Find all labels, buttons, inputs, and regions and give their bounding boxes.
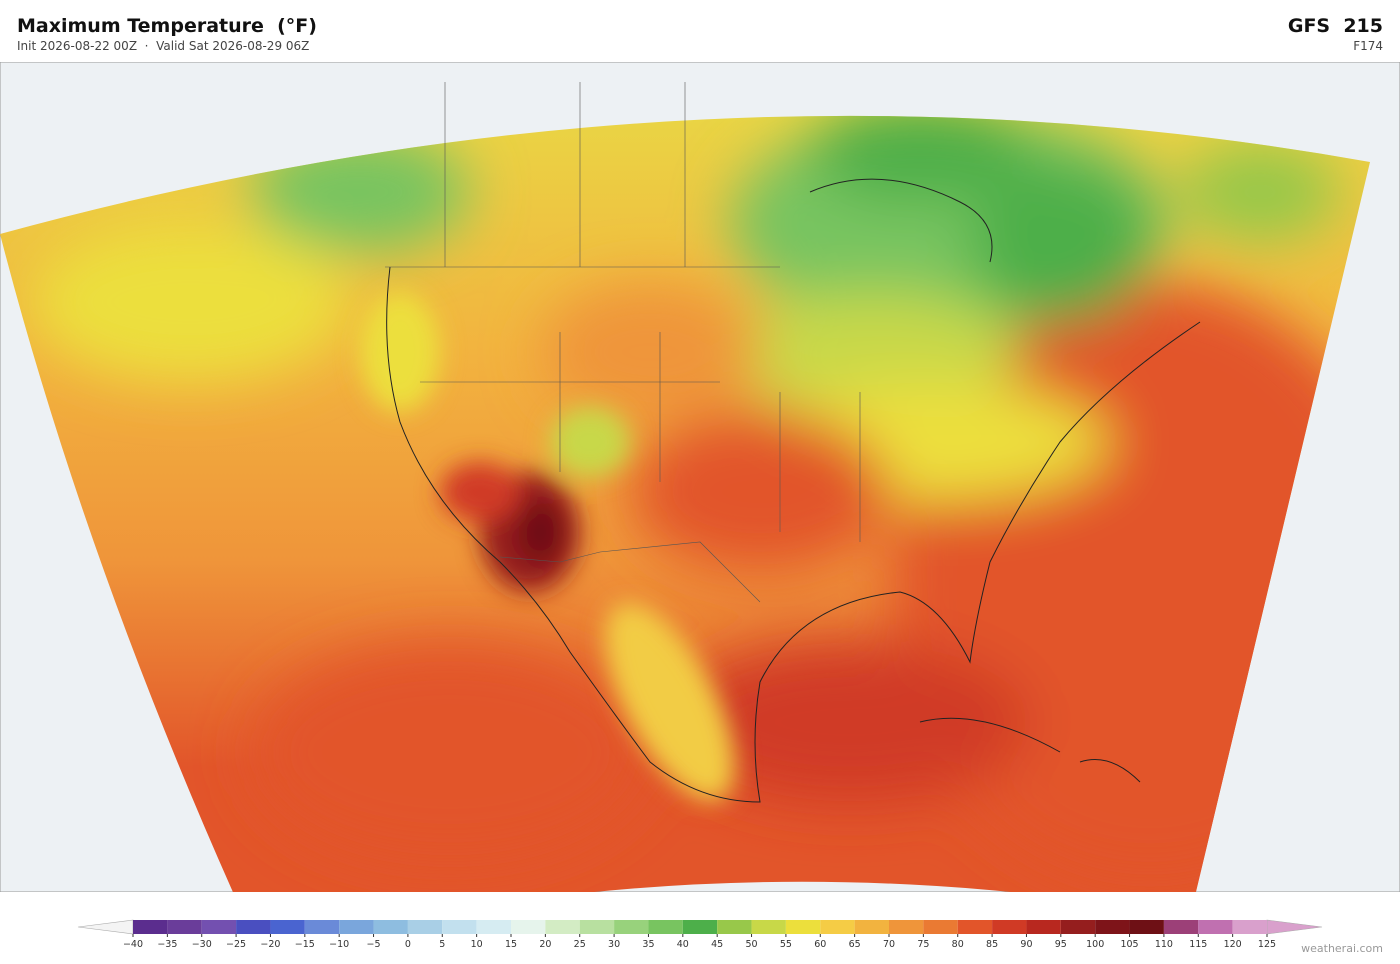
borders bbox=[385, 82, 861, 603]
colorbar-tick-label: 5 bbox=[439, 939, 445, 950]
colorbar-box bbox=[717, 920, 752, 934]
colorbar-under bbox=[77, 919, 134, 935]
colorbar-over bbox=[1266, 919, 1323, 935]
colorbar-box bbox=[373, 920, 408, 934]
colorbar-tick-label: −35 bbox=[157, 939, 177, 950]
colorbar-box bbox=[1232, 920, 1267, 934]
colorbar-box bbox=[889, 920, 924, 934]
colorbar-tick-label: 25 bbox=[574, 939, 586, 950]
title: Maximum Temperature (°F) bbox=[17, 15, 317, 37]
colorbar-box bbox=[1026, 920, 1061, 934]
colorbar-box bbox=[545, 920, 580, 934]
colorbar-tick-label: 50 bbox=[745, 939, 757, 950]
colorbar-box bbox=[957, 920, 993, 934]
colorbar-tick-label: 120 bbox=[1224, 939, 1242, 950]
colorbar-box bbox=[992, 920, 1027, 934]
colorbar-box bbox=[1198, 920, 1233, 934]
colorbar-tick-label: −30 bbox=[192, 939, 212, 950]
colorbar-box bbox=[270, 920, 305, 934]
colorbar-tick-label: 100 bbox=[1086, 939, 1104, 950]
model-label: GFS 215 bbox=[1287, 15, 1383, 37]
forecast-hour: F174 bbox=[1353, 39, 1383, 53]
colorbar-tick-label: −20 bbox=[260, 939, 280, 950]
temperature-field bbox=[0, 115, 1370, 892]
colorbar-box bbox=[854, 920, 889, 934]
colorbar-box bbox=[682, 920, 718, 934]
colorbar-tick-label: 30 bbox=[608, 939, 620, 950]
colorbar-box bbox=[407, 920, 443, 934]
colorbar-tick-label: 125 bbox=[1258, 939, 1276, 950]
colorbar-box bbox=[201, 920, 237, 934]
colorbar-tick-label: 35 bbox=[642, 939, 654, 950]
colorbar-tick-label: 70 bbox=[883, 939, 895, 950]
colorbar-tick-label: 15 bbox=[505, 939, 517, 950]
colorbar-tick-label: 55 bbox=[780, 939, 792, 950]
colorbar-tick-label: 40 bbox=[677, 939, 689, 950]
colorbar-tick-label: 90 bbox=[1020, 939, 1032, 950]
colorbar-tick-label: −40 bbox=[123, 939, 143, 950]
colorbar-tick-label: 60 bbox=[814, 939, 826, 950]
colorbar-tick-label: −15 bbox=[295, 939, 315, 950]
colorbar-box bbox=[1060, 920, 1096, 934]
colorbar-tick-label: 80 bbox=[952, 939, 964, 950]
colorbar-tick-label: 0 bbox=[405, 939, 411, 950]
colorbar-tick-label: 110 bbox=[1155, 939, 1173, 950]
colorbar-box bbox=[1163, 920, 1199, 934]
colorbar-tick-label: 105 bbox=[1120, 939, 1138, 950]
colorbar-box bbox=[923, 920, 958, 934]
colorbar-box bbox=[476, 920, 511, 934]
colorbar-box bbox=[785, 920, 821, 934]
colorbar-box bbox=[1095, 920, 1130, 934]
colorbar-box bbox=[751, 920, 786, 934]
colorbar-tick-label: 10 bbox=[471, 939, 483, 950]
colorbar-tick-label: 75 bbox=[917, 939, 929, 950]
colorbar-box bbox=[304, 920, 340, 934]
colorbar-tick-label: 20 bbox=[539, 939, 551, 950]
colorbar-box bbox=[442, 920, 477, 934]
colorbar-box bbox=[614, 920, 649, 934]
colorbar-tick-label: 85 bbox=[986, 939, 998, 950]
colorbar-box bbox=[236, 920, 271, 934]
colorbar-tick-label: 115 bbox=[1189, 939, 1207, 950]
subtitle: Init 2026-08-22 00Z · Valid Sat 2026-08-… bbox=[17, 39, 310, 53]
colorbar-box bbox=[579, 920, 615, 934]
colorbar: −40 −35 −30 −25 −20 −15 −10 −5 0 5 10 15 20 25 30 35 40 4… bbox=[77, 919, 1323, 950]
colorbar-box bbox=[133, 920, 168, 934]
colorbar-tick-label: 65 bbox=[849, 939, 861, 950]
credit: weatherai.com bbox=[1301, 942, 1383, 955]
map bbox=[0, 62, 1400, 892]
colorbar-box bbox=[648, 920, 683, 934]
colorbar-tick-label: 95 bbox=[1055, 939, 1067, 950]
colorbar-tick-label: 45 bbox=[711, 939, 723, 950]
colorbar-tick-label: −5 bbox=[367, 939, 381, 950]
colorbar-box bbox=[511, 920, 546, 934]
colorbar-box bbox=[1129, 920, 1164, 934]
colorbar-box bbox=[820, 920, 855, 934]
colorbar-tick-label: −25 bbox=[226, 939, 246, 950]
colorbar-tick-label: −10 bbox=[329, 939, 349, 950]
coastlines bbox=[386, 178, 1201, 803]
colorbar-box bbox=[339, 920, 374, 934]
colorbar-box bbox=[167, 920, 202, 934]
